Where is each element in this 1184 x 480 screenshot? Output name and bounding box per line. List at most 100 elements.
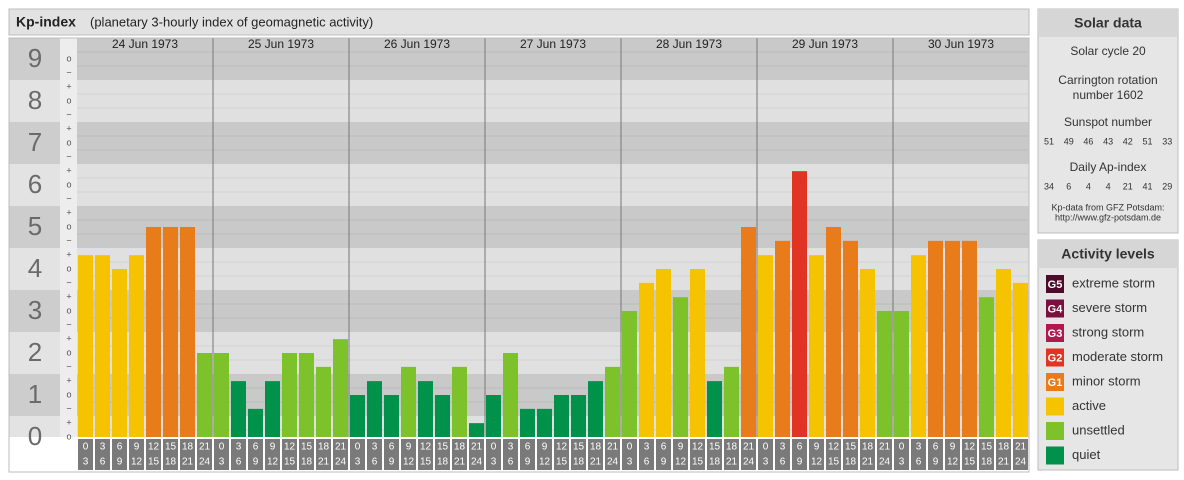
hour-label: 18 [301,457,313,468]
hour-label: 12 [420,442,432,453]
panel-text: Sunspot number [1064,115,1152,129]
chart-subtitle: (planetary 3-hourly index of geomagnetic… [90,14,373,29]
hour-label: 21 [199,442,211,453]
hour-cell [469,439,484,470]
minor-label-cell [60,206,77,248]
hour-label: 24 [743,457,755,468]
bar [520,408,535,437]
level-swatch [1046,299,1064,318]
hour-cell [95,439,110,470]
hour-cell [554,439,569,470]
level-swatch [1046,446,1064,465]
hour-cell [979,439,994,470]
minor-label-cell [60,38,77,80]
hour-label: 0 [355,442,361,453]
hour-cell [928,439,943,470]
bar [724,366,739,437]
hour-label: 15 [845,442,857,453]
hour-cell [197,439,212,470]
hour-label: 15 [981,442,993,453]
hour-label: 15 [301,442,313,453]
minor-tick-label: + [66,333,71,343]
hour-label: 21 [471,442,483,453]
bar [180,227,195,437]
chart-title: Kp-index [16,14,76,30]
minor-tick-label: − [66,319,71,329]
hour-label: 0 [627,442,633,453]
hour-label: 15 [284,457,296,468]
hour-label: 6 [100,457,106,468]
date-label: 25 Jun 1973 [248,37,314,51]
bar [775,240,790,437]
hour-label: 0 [219,442,225,453]
bar [469,423,484,437]
minor-tick-label: + [66,123,71,133]
y-tick-label: 1 [28,379,42,409]
level-code: G4 [1048,303,1064,315]
hour-cell [605,439,620,470]
hour-label: 3 [763,457,769,468]
bar [639,282,654,437]
hour-label: 6 [644,457,650,468]
minor-label-cell [60,248,77,290]
level-code: G5 [1048,279,1063,291]
hour-cell [639,439,654,470]
y-tick-label: 8 [28,85,42,115]
bar [537,408,552,437]
hour-label: 6 [389,442,395,453]
hour-cell [78,439,93,470]
bar [928,240,943,437]
hour-cell [248,439,263,470]
band [77,248,1029,290]
hour-cell [656,439,671,470]
minor-tick-label: o [66,137,71,147]
panel-text: Kp-data from GFZ Potsdam: [1051,202,1164,212]
hour-label: 6 [508,457,514,468]
hour-label: 15 [165,442,177,453]
solar-header [1038,9,1178,37]
y-tick-label: 5 [28,211,42,241]
level-code: G3 [1048,328,1063,340]
sunspot-value: 51 [1044,136,1054,146]
bar [690,269,705,437]
hour-label: 9 [661,457,667,468]
hour-label: 21 [998,457,1010,468]
bar [248,408,263,437]
band [77,164,1029,206]
bar [571,395,586,437]
bar [673,297,688,437]
hour-cell [384,439,399,470]
ap-value: 21 [1123,181,1133,191]
hour-label: 6 [372,457,378,468]
hour-cell [775,439,790,470]
bar [911,255,926,437]
hour-label: 24 [471,457,483,468]
hour-label: 15 [709,442,721,453]
hour-cell [265,439,280,470]
date-label: 26 Jun 1973 [384,37,450,51]
bar [265,381,280,437]
hour-label: 24 [879,457,891,468]
hour-label: 18 [573,457,585,468]
minor-tick-label: − [66,151,71,161]
level-swatch [1046,397,1064,416]
minor-tick-label: o [66,263,71,273]
hour-cell [911,439,926,470]
minor-tick-label: − [66,109,71,119]
y-tick-label: 9 [28,43,42,73]
hour-label: 15 [828,457,840,468]
minor-tick-label: + [66,81,71,91]
ap-value: 6 [1066,181,1071,191]
hour-label: 9 [542,442,548,453]
y-tick-label: 2 [28,337,42,367]
hour-label: 9 [950,442,956,453]
hour-cell [758,439,773,470]
hour-cell [945,439,960,470]
hour-label: 15 [692,457,704,468]
hour-label: 3 [627,457,633,468]
hour-label: 12 [148,442,160,453]
panel-text: Activity levels [1061,246,1155,262]
level-name: moderate storm [1072,349,1163,364]
hour-label: 3 [508,442,514,453]
hour-cell [435,439,450,470]
